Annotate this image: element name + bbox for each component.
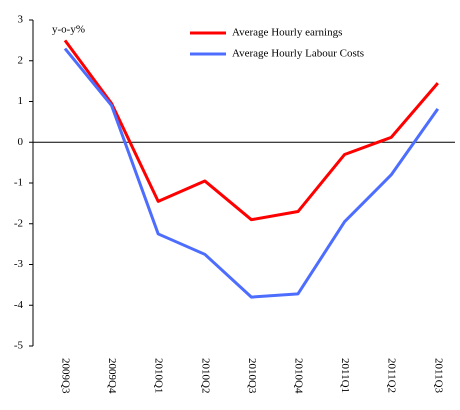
x-tick-label: 2010Q3 [246, 358, 258, 394]
legend-label: Average Hourly earnings [232, 27, 342, 39]
y-tick-label: 2 [18, 54, 24, 66]
y-tick-label: -3 [14, 258, 24, 270]
y-tick-label: 0 [18, 136, 24, 148]
y-tick-label: -2 [14, 217, 23, 229]
y-tick-label: -1 [14, 177, 23, 189]
x-tick-label: 2009Q4 [106, 358, 118, 394]
y-tick-label: 3 [18, 14, 24, 26]
y-axis-label: y-o-y% [52, 24, 85, 36]
x-tick-label: 2011Q1 [339, 358, 351, 393]
y-tick-label: -4 [14, 299, 24, 311]
y-tick-label: 1 [18, 95, 24, 107]
x-tick-label: 2010Q4 [292, 358, 304, 394]
x-tick-label: 2010Q1 [153, 358, 165, 393]
x-tick-label: 2011Q2 [386, 358, 398, 393]
legend-label: Average Hourly Labour Costs [232, 48, 364, 60]
series-line [63, 47, 440, 299]
x-tick-label: 2010Q2 [199, 358, 211, 393]
series-line [63, 39, 439, 222]
x-tick-label: 2009Q3 [59, 358, 71, 394]
x-tick-label: 2011Q3 [432, 358, 444, 394]
y-tick-label: -5 [14, 340, 24, 352]
